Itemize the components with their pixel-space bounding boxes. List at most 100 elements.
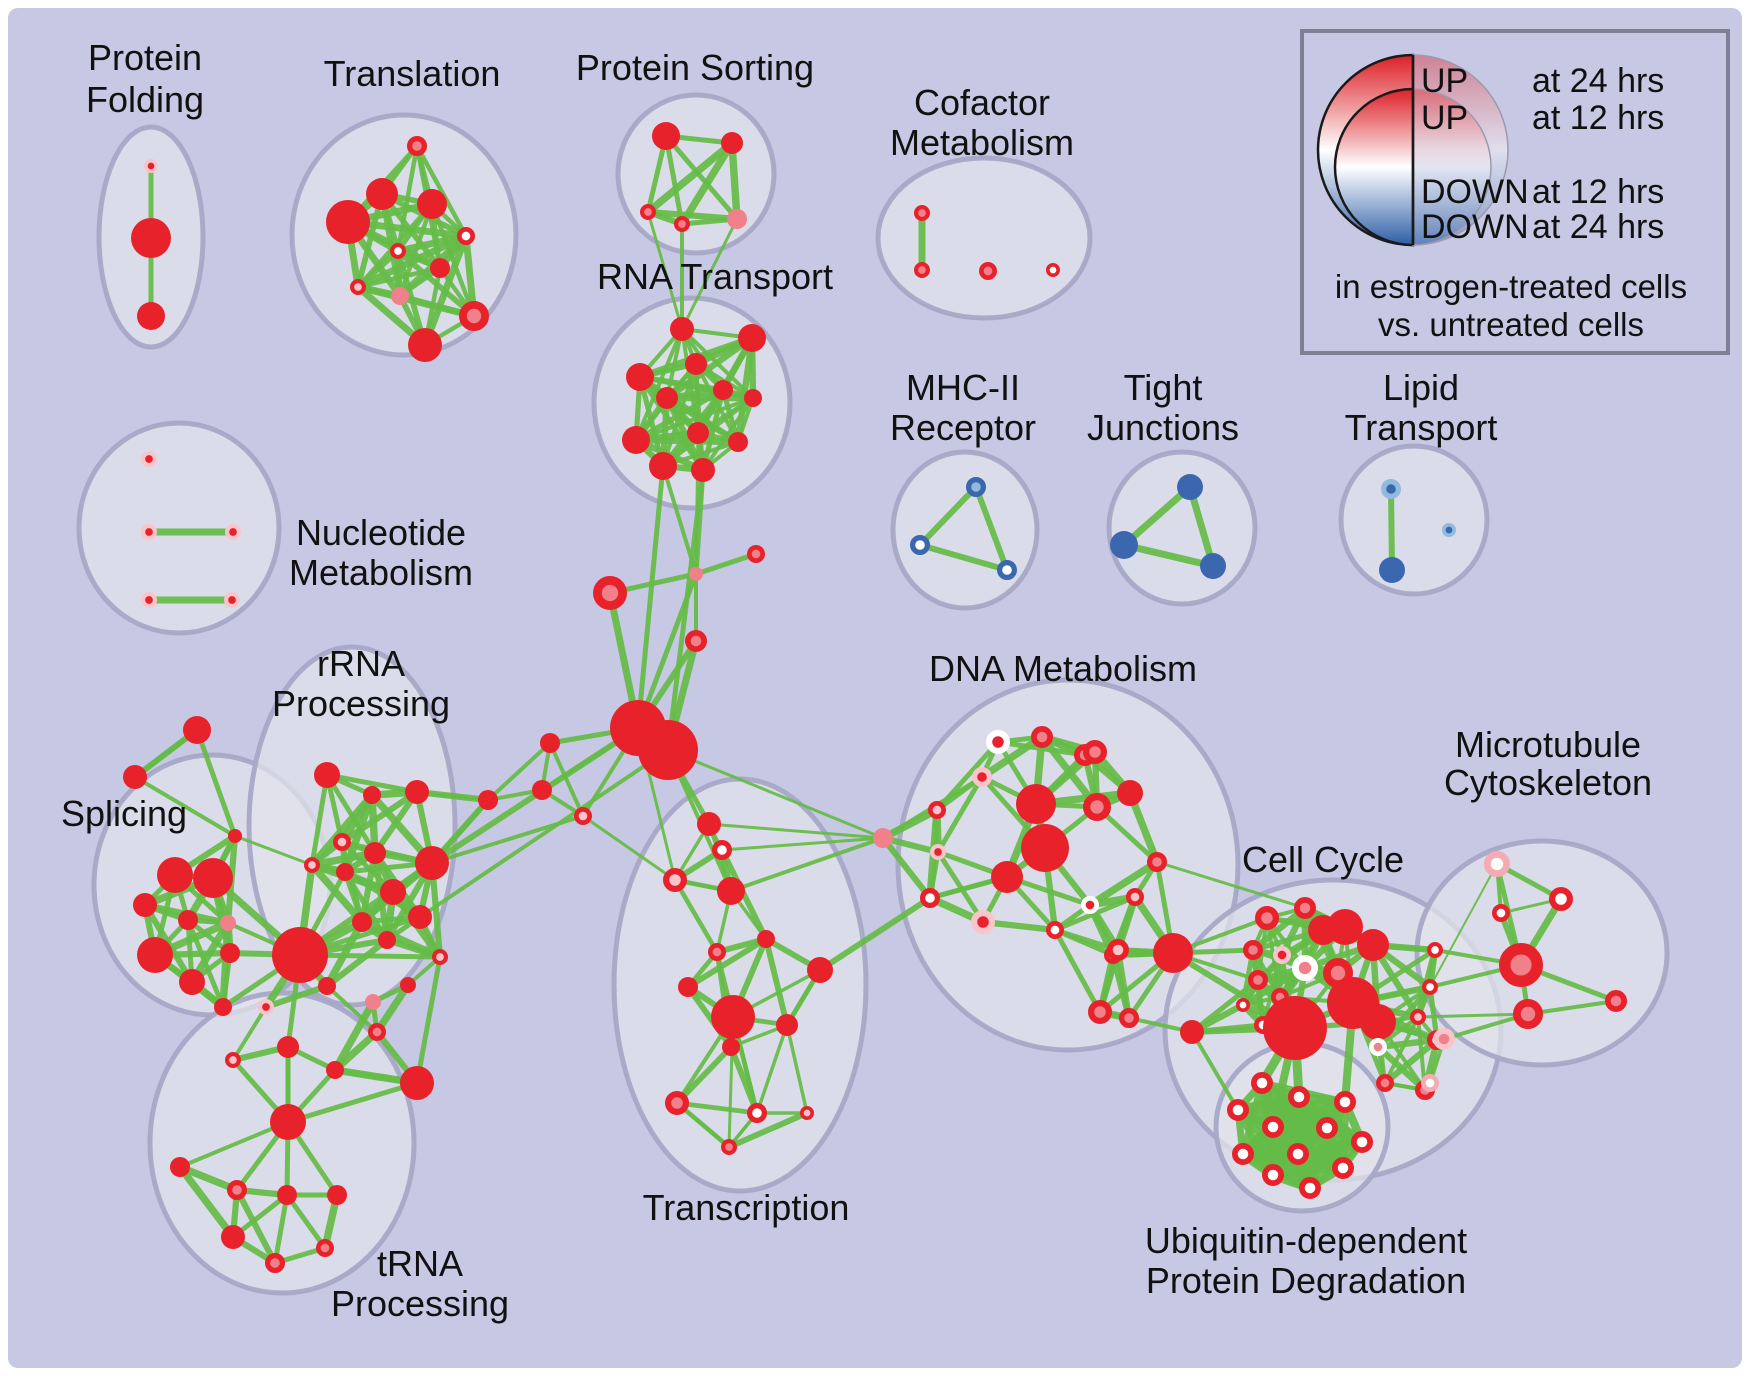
network-node-cell-cycle [1357, 929, 1389, 961]
network-edge [1120, 541, 1217, 570]
network-node-rrna-processing [364, 842, 386, 864]
network-node-trna-processing [327, 1185, 347, 1205]
network-edge [194, 727, 238, 839]
network-node-nucleotide-metabolism [224, 592, 241, 609]
network-node-translation [326, 200, 370, 244]
network-node-dna-metabolism [1153, 933, 1193, 973]
network-edge [285, 1080, 420, 1125]
network-node-cell-cycle [1327, 909, 1363, 945]
network-edge [178, 1120, 290, 1169]
network-node-transcription [697, 812, 721, 836]
network-node-dna-metabolism [1016, 784, 1056, 824]
network-node-trna-processing [400, 1066, 434, 1100]
network-node-tight-junctions [1200, 553, 1226, 579]
network-node-trna-processing [326, 1061, 344, 1079]
network-node-cell-cycle [1409, 1009, 1426, 1026]
network-node-hub [747, 545, 766, 564]
network-node-splicing [214, 998, 232, 1016]
network-node-translation [389, 243, 406, 260]
network-node-ubiquitin-degradation [1331, 1156, 1354, 1179]
network-node-dna-metabolism [1045, 921, 1064, 940]
network-edge [817, 895, 933, 973]
network-edge [728, 139, 741, 223]
cluster-label-transcription: Transcription [643, 1187, 850, 1228]
network-node-ubiquitin-degradation [1315, 1116, 1338, 1139]
network-node-rrna-processing [318, 977, 336, 995]
legend-up-12-time: at 12 hrs [1532, 99, 1664, 137]
network-edge [1155, 860, 1307, 910]
network-node-nucleotide-metabolism [141, 450, 158, 467]
network-node-transcription [711, 839, 732, 860]
network-node-cofactor-metabolism [914, 261, 931, 278]
network-node-dna-metabolism [1082, 739, 1107, 764]
network-node-rna-transport [744, 389, 762, 407]
network-node-cell-cycle [1293, 896, 1316, 919]
network-edge [635, 463, 666, 731]
network-node-lipid-transport [1441, 523, 1456, 538]
network-edge [1416, 1012, 1530, 1019]
network-node-ubiquitin-degradation [1298, 1176, 1321, 1199]
cluster-label-microtubule-cytoskeleton: Microtubule [1455, 724, 1641, 765]
cluster-ellipse-cofactor-metabolism [875, 155, 1093, 321]
network-node-ubiquitin-degradation [1231, 1142, 1254, 1165]
network-node-protein-sorting [674, 216, 691, 233]
network-edge [331, 998, 377, 1074]
network-node-splicing [183, 716, 211, 744]
network-edge [663, 133, 685, 227]
network-node-cell-cycle [1360, 1004, 1396, 1040]
network-node-dna-metabolism [971, 766, 992, 787]
network-edge [680, 217, 739, 331]
network-node-cofactor-metabolism [914, 205, 931, 222]
network-edge [763, 936, 790, 1028]
legend: UP at 24 hrs UP at 12 hrs DOWN at 12 hrs… [1300, 29, 1730, 355]
network-node-protein-sorting [652, 122, 680, 150]
network-node-cell-cycle [1368, 1037, 1387, 1056]
network-edge [231, 1005, 268, 1062]
network-edge [355, 248, 401, 290]
network-edge [685, 984, 734, 1050]
network-edge [233, 834, 314, 867]
network-node-rrna-processing [314, 762, 340, 788]
network-node-microtubule-cytoskeleton [1604, 989, 1627, 1012]
network-node-rrna-processing [336, 863, 354, 881]
network-edge [355, 265, 443, 290]
network-node-splicing [220, 943, 240, 963]
network-edge [176, 1163, 241, 1194]
network-node-hub [592, 575, 627, 610]
network-node-dna-metabolism [1117, 780, 1143, 806]
network-node-protein-sorting [640, 204, 657, 221]
network-edge [414, 954, 443, 1086]
network-edge [324, 772, 420, 795]
network-edge [707, 822, 885, 840]
network-edge [1388, 486, 1395, 573]
network-edge [1233, 1097, 1350, 1115]
cluster-label-mhc-ii-receptor: MHC-II [906, 367, 1020, 408]
network-node-protein-folding [144, 159, 159, 174]
network-edge [486, 741, 552, 802]
network-node-rrna-processing [272, 927, 328, 983]
network-node-mhc-ii-receptor [965, 477, 986, 498]
network-node-transcription [708, 943, 727, 962]
network-node-trna-processing [170, 1157, 190, 1177]
legend-note-line1: in estrogen-treated cells [1335, 268, 1687, 305]
network-node-cofactor-metabolism [979, 261, 998, 280]
network-edge [729, 836, 885, 893]
cluster-ellipse-lipid-transport [1338, 443, 1490, 597]
network-node-trna-processing [365, 994, 381, 1010]
network-node-cell-cycle [1180, 1020, 1204, 1044]
network-node-cell-cycle [1242, 939, 1263, 960]
network-edge [720, 836, 885, 852]
network-edge [1269, 1164, 1347, 1179]
network-node-rrna-processing [352, 912, 372, 932]
network-edge [644, 208, 741, 223]
network-edge [1114, 946, 1133, 1022]
legend-inner-right-half [1412, 88, 1492, 246]
network-edge [663, 133, 740, 222]
network-node-mhc-ii-receptor [909, 534, 930, 555]
network-node-ubiquitin-degradation [1250, 1071, 1273, 1094]
network-node-trna-processing [221, 1225, 245, 1249]
network-edge [785, 1023, 809, 1115]
network-edge [308, 861, 366, 926]
cluster-label-cell-cycle: Cell Cycle [1242, 839, 1404, 880]
cluster-label-splicing: Splicing [61, 793, 187, 834]
